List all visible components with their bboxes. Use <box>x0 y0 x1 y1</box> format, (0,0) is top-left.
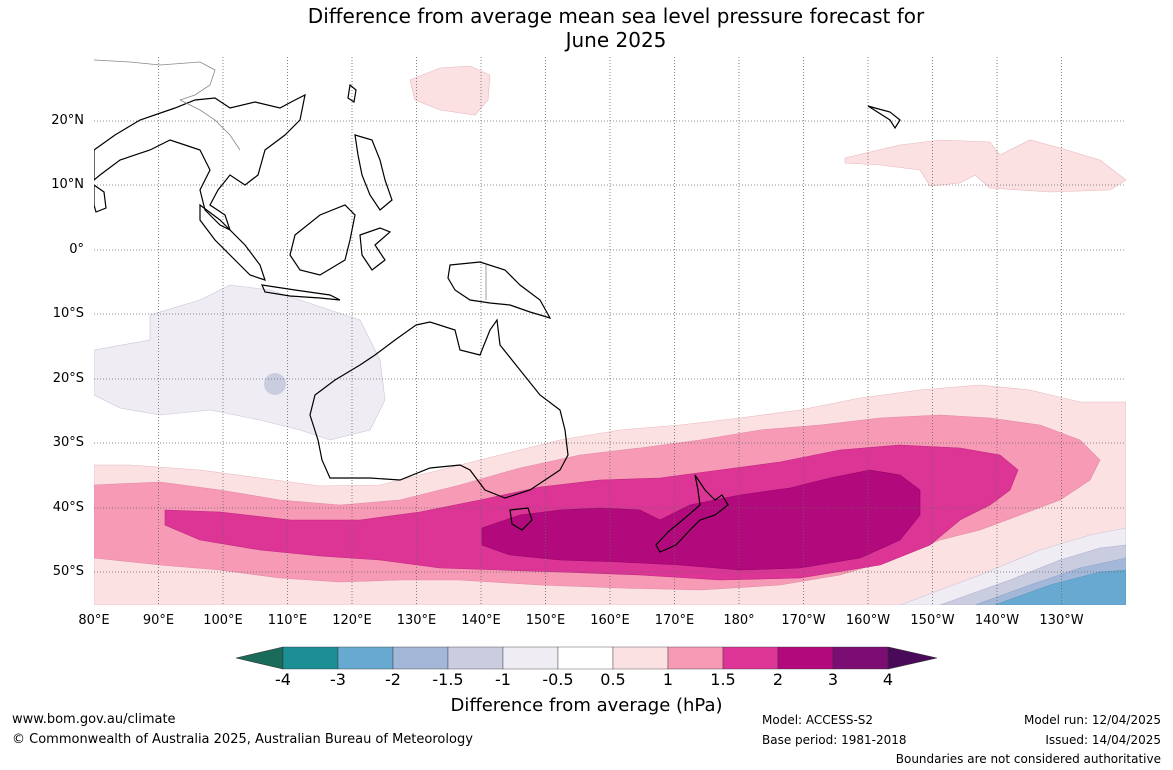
lon-label: 110°E <box>267 613 308 628</box>
title-line-2: June 2025 <box>565 28 667 52</box>
lon-label: 160°W <box>845 613 891 628</box>
lon-label: 130°W <box>1039 613 1084 628</box>
colorbar-tick: 4 <box>882 670 894 689</box>
philippines-coastline <box>354 134 393 211</box>
lon-label: 170°E <box>654 613 695 628</box>
lon-label: 100°E <box>203 613 243 628</box>
australia-coastline <box>309 318 569 499</box>
coastlines <box>94 83 901 553</box>
colorbar-tick: 1 <box>662 670 674 689</box>
footer-url[interactable]: www.bom.gov.au/climate <box>12 712 176 727</box>
lat-label: 20°S <box>52 371 84 386</box>
colorbar-segment <box>777 646 834 670</box>
lat-label: 50°S <box>52 564 84 579</box>
lon-label: 180° <box>723 613 755 628</box>
contour-pink-north-2 <box>844 139 1126 193</box>
colorbar-tick: 3 <box>827 670 839 689</box>
java-coastline <box>261 284 341 301</box>
colorbar-tick: -0.5 <box>542 670 574 689</box>
lat-label: 20°N <box>51 113 84 128</box>
contour-pink-north-1 <box>409 65 491 116</box>
footer-issued: Issued: 14/04/2025 <box>1045 733 1161 747</box>
se-asia-mainland-coastline <box>94 93 306 232</box>
lon-gridlines <box>158 57 1062 605</box>
lon-label: 170°W <box>781 613 826 628</box>
footer-model-run: Model run: 12/04/2025 <box>1023 713 1161 727</box>
footer-disclaimer: Boundaries are not considered authoritat… <box>895 752 1161 766</box>
lon-label: 140°E <box>461 613 501 628</box>
colorbar-extend-high <box>887 646 938 670</box>
lon-label: 160°E <box>590 613 630 628</box>
tasmania-coastline <box>509 507 533 531</box>
lon-label: 140°W <box>974 613 1020 628</box>
colorbar-segment <box>832 646 889 670</box>
colorbar <box>235 646 938 670</box>
sri-lanka-coastline <box>94 184 107 213</box>
taiwan-coastline <box>347 83 357 104</box>
colorbar-tick: -1 <box>495 670 511 689</box>
lat-label: 0° <box>69 242 84 257</box>
chart-title: Difference from average mean sea level p… <box>0 4 1173 52</box>
colorbar-segment <box>722 646 779 670</box>
lon-label: 90°E <box>142 613 175 628</box>
sulawesi-coastline <box>359 227 392 271</box>
lat-label: 40°S <box>52 500 84 515</box>
colorbar-tick: -3 <box>330 670 346 689</box>
lat-label: 30°S <box>52 435 84 450</box>
lon-label: 150°E <box>525 613 566 628</box>
footer-copyright: © Commonwealth of Australia 2025, Austra… <box>12 732 473 747</box>
contour-lavender-region <box>94 284 386 441</box>
colorbar-extend-low <box>235 646 284 670</box>
lon-label: 150°W <box>910 613 955 628</box>
colorbar-segment <box>282 646 339 670</box>
hawaii-coastline <box>867 105 901 130</box>
colorbar-segment <box>557 646 614 670</box>
new-guinea-coastline <box>447 261 552 319</box>
colorbar-tick: 1.5 <box>710 670 736 689</box>
colorbar-tick: -2 <box>385 670 401 689</box>
colorbar-segment <box>392 646 449 670</box>
new-zealand-coastline <box>655 474 729 553</box>
colorbar-tick: -1.5 <box>432 670 464 689</box>
country-borders <box>94 59 487 300</box>
colorbar-segment <box>502 646 559 670</box>
colorbar-tick: -4 <box>275 670 291 689</box>
colorbar-segment <box>337 646 394 670</box>
sumatra-coastline <box>199 203 266 281</box>
pressure-anomaly-map <box>94 57 1126 605</box>
colorbar-segment <box>667 646 724 670</box>
lon-label: 80°E <box>78 613 110 628</box>
borneo-coastline <box>289 204 356 276</box>
colorbar-segment <box>447 646 504 670</box>
colorbar-segment <box>612 646 669 670</box>
lon-label: 130°E <box>396 613 437 628</box>
colorbar-label: Difference from average (hPa) <box>450 695 723 716</box>
lat-label: 10°S <box>52 306 84 321</box>
lon-label: 120°E <box>332 613 372 628</box>
contour-negative-se-4 <box>994 569 1126 605</box>
footer-base-period: Base period: 1981-2018 <box>762 733 907 747</box>
contour-light-blue-spot <box>264 373 286 395</box>
colorbar-tick: 2 <box>772 670 784 689</box>
title-line-1: Difference from average mean sea level p… <box>307 4 925 28</box>
footer-model: Model: ACCESS-S2 <box>762 713 874 727</box>
lat-label: 10°N <box>51 177 84 192</box>
colorbar-tick: 0.5 <box>600 670 626 689</box>
